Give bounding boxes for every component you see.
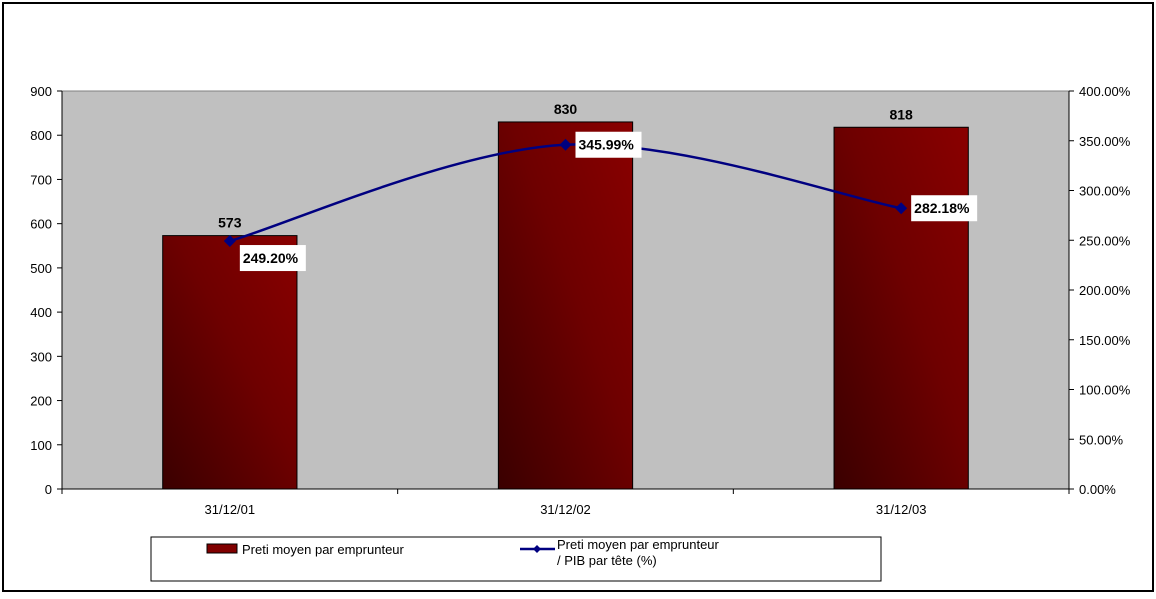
y-right-tick-label: 250.00% xyxy=(1079,233,1131,248)
bar xyxy=(162,235,298,490)
legend-label-line-1: Preti moyen par emprunteur xyxy=(557,537,720,552)
y-left-tick-label: 400 xyxy=(30,305,52,320)
line-value-label: 282.18% xyxy=(914,200,970,216)
legend-label-bar: Preti moyen par emprunteur xyxy=(242,542,405,557)
line-value-label: 345.99% xyxy=(579,137,635,153)
legend: Preti moyen par emprunteur Preti moyen pa… xyxy=(150,536,882,582)
y-left-tick-label: 100 xyxy=(30,438,52,453)
y-left-tick-label: 300 xyxy=(30,349,52,364)
y-right-tick-label: 350.00% xyxy=(1079,134,1131,149)
y-right-tick-label: 300.00% xyxy=(1079,184,1131,199)
legend-swatch-bar xyxy=(206,543,238,554)
y-left-tick-label: 200 xyxy=(30,394,52,409)
x-tick-label: 31/12/02 xyxy=(540,502,591,517)
y-left-tick-label: 900 xyxy=(30,84,52,99)
line-label-box xyxy=(911,195,978,222)
plot-area: 0 100 200 300 400 500 600 700 800 900 0.00% 50.00% 1… xyxy=(30,84,1130,517)
line-label-box xyxy=(575,131,642,158)
x-tick-label: 31/12/03 xyxy=(876,502,927,517)
legend-box xyxy=(150,536,882,582)
y-right-tick-label: 400.00% xyxy=(1079,84,1131,99)
y-left-tick-label: 800 xyxy=(30,128,52,143)
y-left-tick-label: 500 xyxy=(30,261,52,276)
line-value-label: 249.20% xyxy=(243,250,299,266)
bar xyxy=(833,126,969,490)
bar xyxy=(497,121,634,490)
bar-value-label: 818 xyxy=(889,106,913,122)
line-point xyxy=(895,202,908,215)
legend-marker-line xyxy=(533,545,541,553)
y-right-tick-label: 100.00% xyxy=(1079,383,1131,398)
y-right-tick-label: 50.00% xyxy=(1079,432,1124,447)
legend-label-line-2: / PIB par tête (%) xyxy=(557,553,657,568)
line-point xyxy=(559,138,572,151)
line-label-box xyxy=(239,245,306,272)
y-left-tick-label: 0 xyxy=(45,482,52,497)
bar-value-label: 573 xyxy=(218,215,242,231)
line-point xyxy=(223,235,236,248)
bar-value-label: 830 xyxy=(554,101,578,117)
y-right-tick-label: 200.00% xyxy=(1079,283,1131,298)
y-right-tick-label: 0.00% xyxy=(1079,482,1116,497)
x-tick-label: 31/12/01 xyxy=(205,502,256,517)
y-right-tick-label: 150.00% xyxy=(1079,333,1131,348)
y-left-tick-label: 700 xyxy=(30,172,52,187)
y-left-tick-label: 600 xyxy=(30,217,52,232)
